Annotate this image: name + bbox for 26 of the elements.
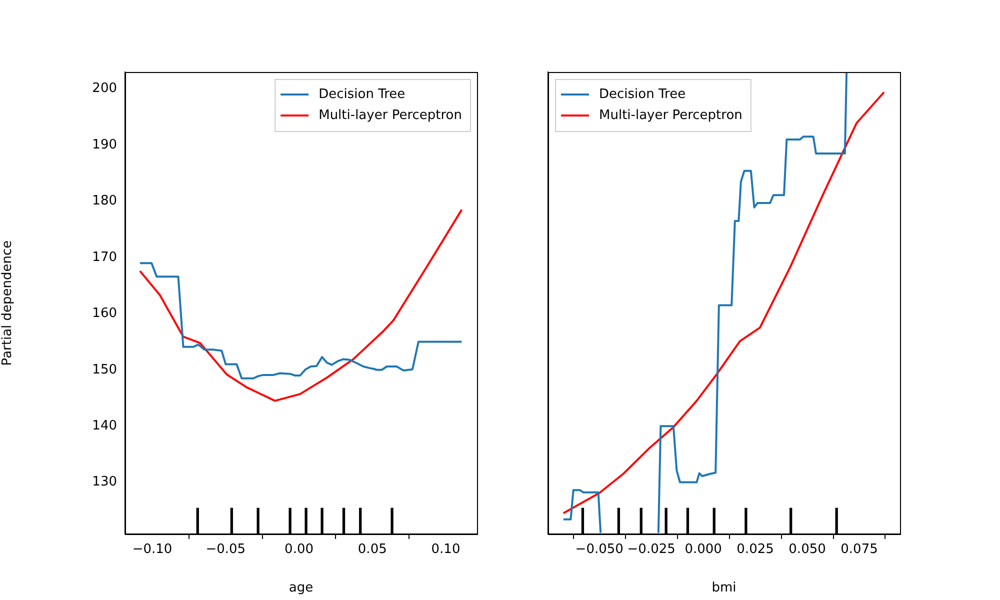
x-tick-label: 0.075 [840, 542, 878, 558]
x-tick-label: −0.05 [206, 542, 246, 558]
y-tick-label: 180 [92, 194, 117, 209]
legend-label: Multi-layer Perceptron [318, 108, 462, 123]
x-tick-label: −0.050 [575, 542, 624, 558]
x-tick-label: 0.05 [358, 542, 387, 558]
y-axis-title: Partial dependence [0, 240, 16, 366]
legend-label: Multi-layer Perceptron [599, 108, 742, 123]
x-tick-label: 0.025 [736, 542, 774, 558]
y-tick-label: 200 [92, 81, 117, 96]
y-tick-label: 150 [92, 362, 117, 378]
x-tick-label: 0.050 [788, 542, 826, 558]
x-tick-label: 0.00 [284, 542, 314, 558]
x-axis-title: bmi [712, 580, 736, 596]
y-tick-label: 130 [92, 474, 117, 490]
x-tick-label: −0.025 [627, 542, 676, 558]
x-tick-label: 0.10 [431, 542, 460, 558]
x-tick-label: −0.10 [132, 542, 172, 558]
y-tick-label: 140 [92, 418, 117, 434]
y-tick-label: 170 [92, 250, 117, 265]
x-tick-label: 0.000 [684, 542, 722, 558]
y-tick-label: 160 [92, 306, 117, 322]
legend-label: Decision Tree [599, 86, 686, 102]
x-axis-title: age [288, 580, 314, 596]
y-tick-label: 190 [92, 137, 117, 152]
legend-label: Decision Tree [318, 86, 406, 102]
